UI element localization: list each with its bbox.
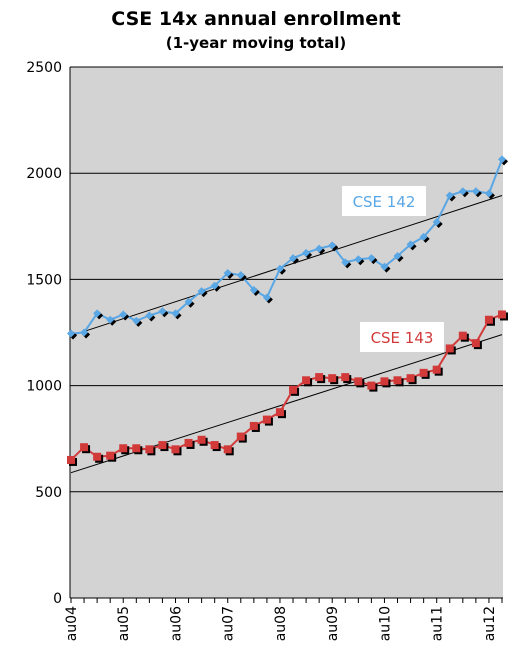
data-point	[445, 344, 454, 353]
data-point	[210, 281, 219, 290]
y-tick-label: 2500	[26, 60, 62, 76]
trend-line	[70, 195, 503, 337]
data-point	[158, 307, 167, 316]
data-point	[184, 438, 193, 447]
x-tick-label: au11	[430, 606, 446, 641]
data-point	[236, 432, 245, 441]
data-point	[249, 286, 258, 295]
x-tick-label: au05	[116, 606, 132, 641]
data-point	[380, 377, 389, 386]
data-point	[236, 271, 245, 280]
data-point	[367, 381, 376, 390]
data-point	[93, 452, 102, 461]
x-tick-label: au06	[168, 606, 184, 641]
data-point	[341, 373, 350, 382]
data-point	[275, 408, 284, 417]
series-label-box	[360, 322, 444, 352]
chart-subtitle: (1-year moving total)	[165, 34, 347, 52]
y-tick-label: 1000	[26, 379, 62, 395]
data-point	[315, 244, 324, 253]
data-point	[249, 421, 258, 430]
data-point	[498, 155, 506, 164]
data-point	[419, 368, 428, 377]
x-tick-label: au07	[221, 606, 237, 641]
data-point	[262, 293, 271, 302]
data-point	[406, 374, 415, 383]
series-2	[67, 310, 508, 474]
data-point	[354, 377, 363, 386]
x-tick-label: au09	[325, 606, 341, 641]
data-point	[145, 311, 154, 320]
data-point	[171, 445, 180, 454]
data-point	[67, 455, 75, 464]
x-tick-label: au12	[482, 606, 498, 641]
series-label: CSE 143	[371, 329, 434, 347]
x-tick-label: au10	[377, 606, 393, 641]
series-label-box	[342, 186, 426, 216]
data-point	[432, 365, 441, 374]
data-point	[80, 328, 89, 337]
data-point	[197, 287, 206, 296]
y-tick-label: 500	[35, 485, 62, 501]
data-point	[106, 451, 115, 460]
x-tick-label: au04	[64, 606, 80, 641]
data-point	[302, 376, 311, 385]
data-point	[445, 191, 454, 200]
data-point	[328, 374, 337, 383]
data-point	[262, 415, 271, 424]
data-point	[406, 240, 415, 249]
data-point	[484, 315, 493, 324]
data-point	[223, 269, 232, 278]
data-point	[197, 435, 206, 444]
data-point	[380, 262, 389, 271]
series-label: CSE 142	[353, 193, 416, 211]
data-point	[367, 254, 376, 263]
data-point	[498, 310, 506, 319]
data-point	[119, 444, 128, 453]
data-point	[458, 187, 467, 196]
data-point	[419, 232, 428, 241]
data-point	[93, 309, 102, 318]
data-point	[302, 248, 311, 257]
data-point	[315, 373, 324, 382]
data-point	[119, 310, 128, 319]
data-point	[432, 218, 441, 227]
data-point	[289, 385, 298, 394]
data-point	[132, 444, 141, 453]
data-point	[275, 264, 284, 273]
data-point	[354, 255, 363, 264]
data-point	[171, 309, 180, 318]
data-point	[106, 315, 115, 324]
y-tick-label: 1500	[26, 272, 62, 288]
data-point	[67, 329, 75, 338]
data-point	[393, 252, 402, 261]
data-point	[184, 297, 193, 306]
data-point	[471, 339, 480, 348]
data-point	[328, 241, 337, 250]
series-line	[70, 159, 503, 335]
y-tick-label: 2000	[26, 166, 62, 182]
data-point	[458, 331, 467, 340]
data-point	[132, 316, 141, 325]
series-line	[70, 313, 503, 461]
chart-title: CSE 14x annual enrollment	[111, 8, 401, 30]
data-point	[484, 189, 493, 198]
data-point	[210, 441, 219, 450]
data-point	[145, 445, 154, 454]
x-tick-label: au08	[273, 606, 289, 641]
data-point	[80, 443, 89, 452]
data-point	[341, 258, 350, 267]
data-point	[158, 441, 167, 450]
data-point	[289, 254, 298, 263]
y-tick-label: 0	[53, 591, 62, 607]
series-1	[67, 155, 508, 340]
data-point	[223, 445, 232, 454]
data-point	[471, 187, 480, 196]
data-point	[393, 376, 402, 385]
